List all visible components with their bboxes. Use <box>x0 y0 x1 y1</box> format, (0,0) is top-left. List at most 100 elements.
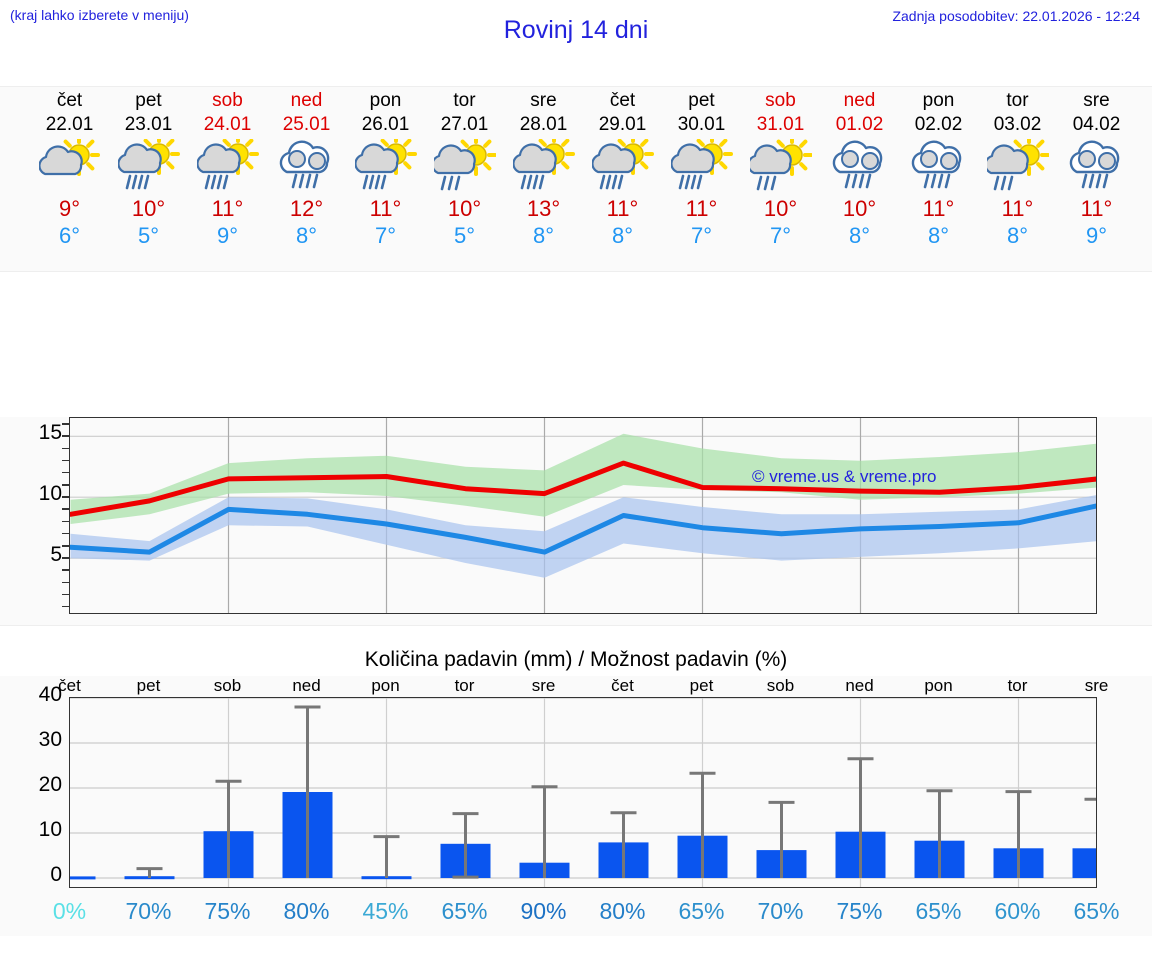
weather-icon-cloud-rain <box>267 139 346 195</box>
precipitation-y-tick-label: 30 <box>38 728 62 751</box>
precipitation-y-tick-label: 0 <box>50 863 62 886</box>
day-min-temp: 5° <box>453 223 476 248</box>
day-name: pon <box>922 90 955 111</box>
temperature-y-tick-label: 10 <box>38 482 62 506</box>
precipitation-day-label: tor <box>454 676 475 695</box>
precipitation-plot-area <box>69 697 1097 888</box>
page-title: Rovinj 14 dni <box>503 16 649 44</box>
precipitation-probability-label: 65% <box>678 898 725 924</box>
precipitation-y-tick-label: 20 <box>38 773 62 796</box>
daily-forecast-strip: čet 22.01 9° 6° pet 23.01 10° 5° sob 24.01 11° 9° ne… <box>0 86 1152 272</box>
weather-icon-sun-cloud-rain <box>662 139 741 195</box>
forecast-day-column[interactable]: tor 03.02 11° 8° <box>978 87 1057 249</box>
day-max-temp: 11° <box>369 196 402 221</box>
day-max-temp: 13° <box>526 196 561 221</box>
day-date: 23.01 <box>124 114 173 135</box>
day-min-temp: 6° <box>58 223 81 248</box>
day-date: 30.01 <box>677 114 726 135</box>
day-name: tor <box>1006 90 1029 111</box>
temperature-y-tick-label: 15 <box>38 421 62 445</box>
day-min-temp: 8° <box>927 223 950 248</box>
precipitation-day-label: čet <box>611 676 634 695</box>
precipitation-day-label: pet <box>136 676 161 695</box>
forecast-day-column[interactable]: pet 30.01 11° 7° <box>662 87 741 249</box>
day-name: pet <box>688 90 715 111</box>
precipitation-probability-label: 60% <box>994 898 1041 924</box>
day-min-temp: 8° <box>611 223 634 248</box>
forecast-day-column[interactable]: pon 02.02 11° 8° <box>899 87 978 249</box>
weather-icon-sun-cloud-rain <box>346 139 425 195</box>
precipitation-chart-svg <box>70 698 1096 887</box>
day-max-temp: 11° <box>606 196 639 221</box>
weather-icon-sun-cloud-rain <box>188 139 267 195</box>
day-date: 26.01 <box>361 114 410 135</box>
day-name: pon <box>369 90 402 111</box>
day-max-temp: 10° <box>842 196 877 221</box>
day-date: 28.01 <box>519 114 568 135</box>
weather-icon-sun-cloud-rain <box>109 139 188 195</box>
forecast-day-column[interactable]: ned 25.01 12° 8° <box>267 87 346 249</box>
location-menu-note[interactable]: (kraj lahko izberete v meniju) <box>10 7 189 23</box>
weather-icon-sun-cloud-rain-r <box>425 139 504 195</box>
weather-icon-sun-cloud-rain-r <box>741 139 820 195</box>
precipitation-day-label: sob <box>213 676 242 695</box>
day-min-temp: 9° <box>216 223 239 248</box>
day-name: sre <box>530 90 557 111</box>
precipitation-day-label: ned <box>292 676 321 695</box>
temperature-chart-svg <box>70 418 1096 613</box>
day-date: 25.01 <box>282 114 331 135</box>
day-max-temp: 10° <box>131 196 166 221</box>
day-min-temp: 8° <box>532 223 555 248</box>
precipitation-day-label: sre <box>531 676 556 695</box>
weather-icon-cloud-rain <box>1057 139 1136 195</box>
precipitation-day-label: pon <box>924 676 953 695</box>
day-name: tor <box>453 90 476 111</box>
day-max-temp: 11° <box>1001 196 1034 221</box>
precipitation-day-label: sob <box>766 676 795 695</box>
weather-icon-sun-cloud-rain-r <box>978 139 1057 195</box>
forecast-day-column[interactable]: pon 26.01 11° 7° <box>346 87 425 249</box>
day-name: pet <box>135 90 162 111</box>
weather-icon-sun-cloud-rain <box>583 139 662 195</box>
day-min-temp: 7° <box>374 223 397 248</box>
forecast-day-column[interactable]: sob 24.01 11° 9° <box>188 87 267 249</box>
precipitation-day-label: tor <box>1007 676 1028 695</box>
forecast-day-column[interactable]: čet 22.01 9° 6° <box>30 87 109 249</box>
day-max-temp: 11° <box>922 196 955 221</box>
forecast-day-column[interactable]: tor 27.01 10° 5° <box>425 87 504 249</box>
day-min-temp: 9° <box>1085 223 1108 248</box>
precipitation-probability-label: 65% <box>1073 898 1120 924</box>
precipitation-probability-label: 80% <box>283 898 330 924</box>
day-name: ned <box>290 90 323 111</box>
day-max-temp: 12° <box>289 196 324 221</box>
temperature-title-backdrop <box>0 381 1152 417</box>
day-name: ned <box>843 90 876 111</box>
day-date: 31.01 <box>756 114 805 135</box>
day-date: 27.01 <box>440 114 489 135</box>
day-date: 22.01 <box>45 114 94 135</box>
day-date: 24.01 <box>203 114 252 135</box>
precipitation-y-tick-label: 10 <box>38 818 62 841</box>
precipitation-y-tick-label: 40 <box>38 683 62 706</box>
precipitation-probability-label: 90% <box>520 898 567 924</box>
day-max-temp: 11° <box>1080 196 1113 221</box>
temperature-y-tick-label: 5 <box>50 543 62 567</box>
day-name: sob <box>212 90 243 111</box>
day-min-temp: 7° <box>769 223 792 248</box>
day-min-temp: 8° <box>1006 223 1029 248</box>
precipitation-day-label: pon <box>371 676 400 695</box>
weather-icon-sun-cloud-rain <box>504 139 583 195</box>
forecast-day-column[interactable]: ned 01.02 10° 8° <box>820 87 899 249</box>
forecast-day-column[interactable]: pet 23.01 10° 5° <box>109 87 188 249</box>
forecast-day-column[interactable]: sob 31.01 10° 7° <box>741 87 820 249</box>
forecast-day-column[interactable]: sre 28.01 13° 8° <box>504 87 583 249</box>
precipitation-day-label: sre <box>1084 676 1109 695</box>
precipitation-probability-label: 75% <box>836 898 883 924</box>
forecast-day-column[interactable]: čet 29.01 11° 8° <box>583 87 662 249</box>
precipitation-probability-label: 45% <box>362 898 409 924</box>
day-date: 29.01 <box>598 114 647 135</box>
day-max-temp: 11° <box>685 196 718 221</box>
day-date: 02.02 <box>914 114 963 135</box>
day-name: čet <box>56 90 83 111</box>
forecast-day-column[interactable]: sre 04.02 11° 9° <box>1057 87 1136 249</box>
